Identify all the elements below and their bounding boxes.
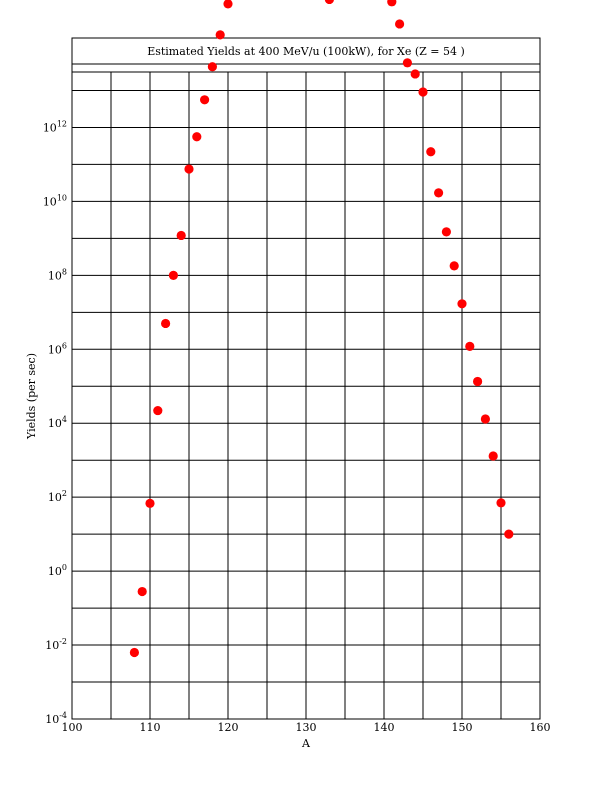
y-tick-label: 108 bbox=[48, 267, 67, 282]
data-point bbox=[465, 341, 475, 351]
data-point bbox=[480, 414, 490, 424]
title-box: Estimated Yields at 400 MeV/u (100kW), f… bbox=[71, 37, 541, 65]
y-tick-label: 102 bbox=[48, 489, 67, 504]
x-tick-label: 120 bbox=[218, 721, 239, 734]
y-tick-label: 106 bbox=[48, 341, 67, 356]
x-tick-label: 160 bbox=[530, 721, 551, 734]
data-point bbox=[441, 227, 451, 237]
y-tick-label: 10-4 bbox=[45, 711, 67, 726]
y-tick-label: 100 bbox=[48, 563, 67, 578]
data-point bbox=[207, 62, 217, 72]
data-point bbox=[504, 529, 514, 539]
data-point bbox=[395, 19, 405, 29]
data-point bbox=[410, 69, 420, 79]
data-point bbox=[496, 498, 506, 508]
grid-lines bbox=[71, 71, 541, 720]
y-tick-labels: 1012 1010 108 106 104 102 100 10-2 10-4 bbox=[43, 119, 67, 726]
data-point bbox=[184, 164, 194, 174]
x-tick-label: 150 bbox=[452, 721, 473, 734]
data-point bbox=[168, 270, 178, 280]
data-point bbox=[223, 0, 233, 9]
x-tick-labels: 100 110 120 130 140 150 160 bbox=[62, 721, 551, 734]
data-point bbox=[324, 0, 334, 5]
data-point bbox=[457, 299, 467, 309]
data-point bbox=[449, 261, 459, 271]
data-point bbox=[153, 405, 163, 416]
data-point bbox=[192, 132, 202, 142]
data-point bbox=[418, 87, 428, 97]
y-tick-label: 1010 bbox=[43, 193, 67, 208]
data-point bbox=[161, 318, 171, 329]
data-points bbox=[129, 0, 514, 658]
data-point bbox=[473, 376, 483, 387]
data-point bbox=[387, 0, 397, 7]
data-point bbox=[145, 498, 155, 508]
data-point bbox=[176, 230, 186, 241]
data-point bbox=[129, 647, 139, 658]
y-tick-label: 104 bbox=[48, 415, 67, 430]
chart-title: Estimated Yields at 400 MeV/u (100kW), f… bbox=[147, 45, 465, 58]
data-point bbox=[402, 58, 412, 68]
x-tick-label: 130 bbox=[296, 721, 317, 734]
title-spacer bbox=[71, 63, 541, 73]
x-tick-label: 110 bbox=[140, 721, 161, 734]
x-tick-label: 100 bbox=[62, 721, 83, 734]
y-axis-title: Yields (per sec) bbox=[25, 353, 38, 440]
y-tick-label: 10-2 bbox=[45, 637, 67, 652]
x-tick-label: 140 bbox=[374, 721, 395, 734]
data-point bbox=[488, 451, 498, 461]
data-point bbox=[200, 95, 210, 105]
data-point bbox=[426, 147, 436, 157]
data-point bbox=[137, 586, 147, 597]
data-point bbox=[215, 30, 225, 40]
y-tick-label: 1012 bbox=[43, 119, 67, 134]
data-point bbox=[434, 188, 444, 198]
x-axis-title: A bbox=[301, 737, 311, 750]
